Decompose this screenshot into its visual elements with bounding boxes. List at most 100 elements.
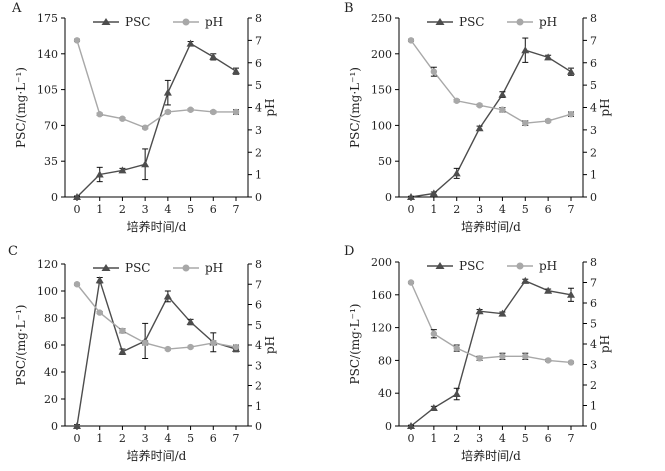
left-axis-title: PSC/(mg·L⁻¹) [348, 304, 362, 385]
ph-point [407, 279, 415, 286]
left-tick-label: 0 [51, 191, 58, 204]
x-tick-label: 0 [408, 432, 415, 445]
legend-ph-marker [182, 18, 190, 26]
left-tick-label: 105 [37, 84, 58, 97]
left-tick-label: 250 [371, 12, 392, 25]
psc-point [544, 286, 553, 294]
panel-b: B 0 50 100 150 200 250 0 1 2 3 4 5 6 7 8 0 1 2 3 4 5 6 7 培养时间/d P… [344, 1, 612, 234]
x-tick-label: 5 [187, 432, 194, 445]
ph-point [476, 355, 483, 362]
panel-letter: A [11, 1, 22, 16]
psc-point [498, 90, 507, 98]
panel-letter: D [344, 244, 354, 259]
psc-point [73, 422, 81, 429]
right-tick-label: 0 [255, 420, 262, 433]
psc-point [567, 67, 575, 75]
psc-point [452, 390, 461, 398]
ph-point [567, 111, 575, 118]
x-axis-title: 培养时间/d [127, 448, 187, 463]
x-tick-label: 7 [233, 432, 240, 445]
psc-point [95, 276, 104, 284]
x-tick-label: 4 [164, 203, 171, 216]
ph-point [164, 345, 172, 353]
left-tick-label: 140 [37, 48, 58, 61]
x-tick-label: 2 [119, 432, 126, 445]
right-tick-label: 5 [255, 79, 262, 92]
psc-point [232, 67, 240, 75]
right-tick-label: 7 [590, 277, 597, 290]
x-tick-label: 4 [164, 432, 171, 445]
x-tick-label: 3 [476, 432, 483, 445]
psc-point [95, 170, 104, 178]
x-axis-title: 培养时间/d [461, 219, 521, 234]
left-tick-label: 70 [44, 119, 58, 132]
panel-a: A 0 35 70 105 140 175 0 1 2 3 4 5 6 7 8 0 1 2 3 4 5 6 7 培养时间/d PS… [11, 1, 277, 234]
ph-point [567, 359, 575, 366]
left-tick-label: 40 [44, 366, 58, 379]
psc-point [544, 53, 553, 61]
ph-point [453, 344, 460, 352]
ph-point [430, 68, 438, 75]
psc-point [141, 160, 150, 168]
x-tick-label: 7 [233, 203, 240, 216]
right-axis-title: pH [263, 336, 277, 354]
x-tick-label: 4 [499, 432, 506, 445]
psc-series-line [76, 279, 237, 427]
legend-ph-label: pH [205, 15, 223, 29]
ph-series-line [410, 282, 572, 364]
psc-series-line [76, 42, 237, 198]
x-tick-label: 1 [430, 432, 437, 445]
psc-point [163, 88, 172, 96]
ph-point [73, 281, 81, 288]
legend-ph-label: pH [205, 261, 223, 275]
psc-point [73, 193, 81, 200]
psc-point [567, 290, 575, 298]
x-tick-label: 7 [568, 203, 575, 216]
psc-point [475, 124, 484, 132]
psc-point [186, 39, 195, 47]
panel-letter: C [8, 244, 18, 259]
ph-point [232, 343, 240, 351]
left-tick-label: 160 [371, 289, 392, 302]
left-tick-label: 50 [378, 155, 392, 168]
x-tick-label: 5 [187, 203, 194, 216]
left-tick-label: 200 [371, 48, 392, 61]
ph-point [164, 108, 172, 116]
ph-series-line [76, 40, 236, 129]
left-tick-label: 0 [385, 420, 392, 433]
right-tick-label: 3 [590, 359, 597, 372]
psc-point [452, 169, 461, 177]
ph-series-line [76, 283, 237, 350]
ph-point [119, 327, 126, 335]
right-tick-label: 2 [590, 379, 597, 392]
x-tick-label: 1 [96, 432, 103, 445]
legend-psc-label: PSC [125, 261, 150, 275]
left-tick-label: 80 [378, 354, 392, 367]
x-tick-label: 5 [522, 203, 529, 216]
right-tick-label: 1 [255, 169, 262, 182]
left-tick-label: 200 [371, 256, 392, 269]
psc-point [521, 276, 530, 284]
right-tick-label: 8 [255, 12, 262, 25]
left-tick-label: 40 [378, 387, 392, 400]
ph-point [96, 111, 103, 118]
right-tick-label: 3 [255, 124, 262, 137]
left-axis-title: PSC/(mg·L⁻¹) [14, 305, 28, 386]
left-tick-label: 175 [37, 12, 58, 25]
legend-ph-marker [182, 264, 190, 272]
ph-point [187, 343, 194, 351]
ph-point [141, 339, 149, 347]
right-tick-label: 1 [255, 400, 262, 413]
ph-point [73, 37, 81, 44]
right-tick-label: 5 [255, 319, 262, 332]
x-tick-label: 6 [210, 203, 217, 216]
x-tick-label: 6 [210, 432, 217, 445]
right-tick-label: 8 [590, 256, 597, 269]
x-tick-label: 4 [499, 203, 506, 216]
ph-point [430, 330, 438, 337]
ph-point [187, 106, 194, 113]
left-tick-label: 0 [51, 420, 58, 433]
right-tick-label: 4 [590, 102, 597, 115]
right-tick-label: 4 [255, 339, 262, 352]
